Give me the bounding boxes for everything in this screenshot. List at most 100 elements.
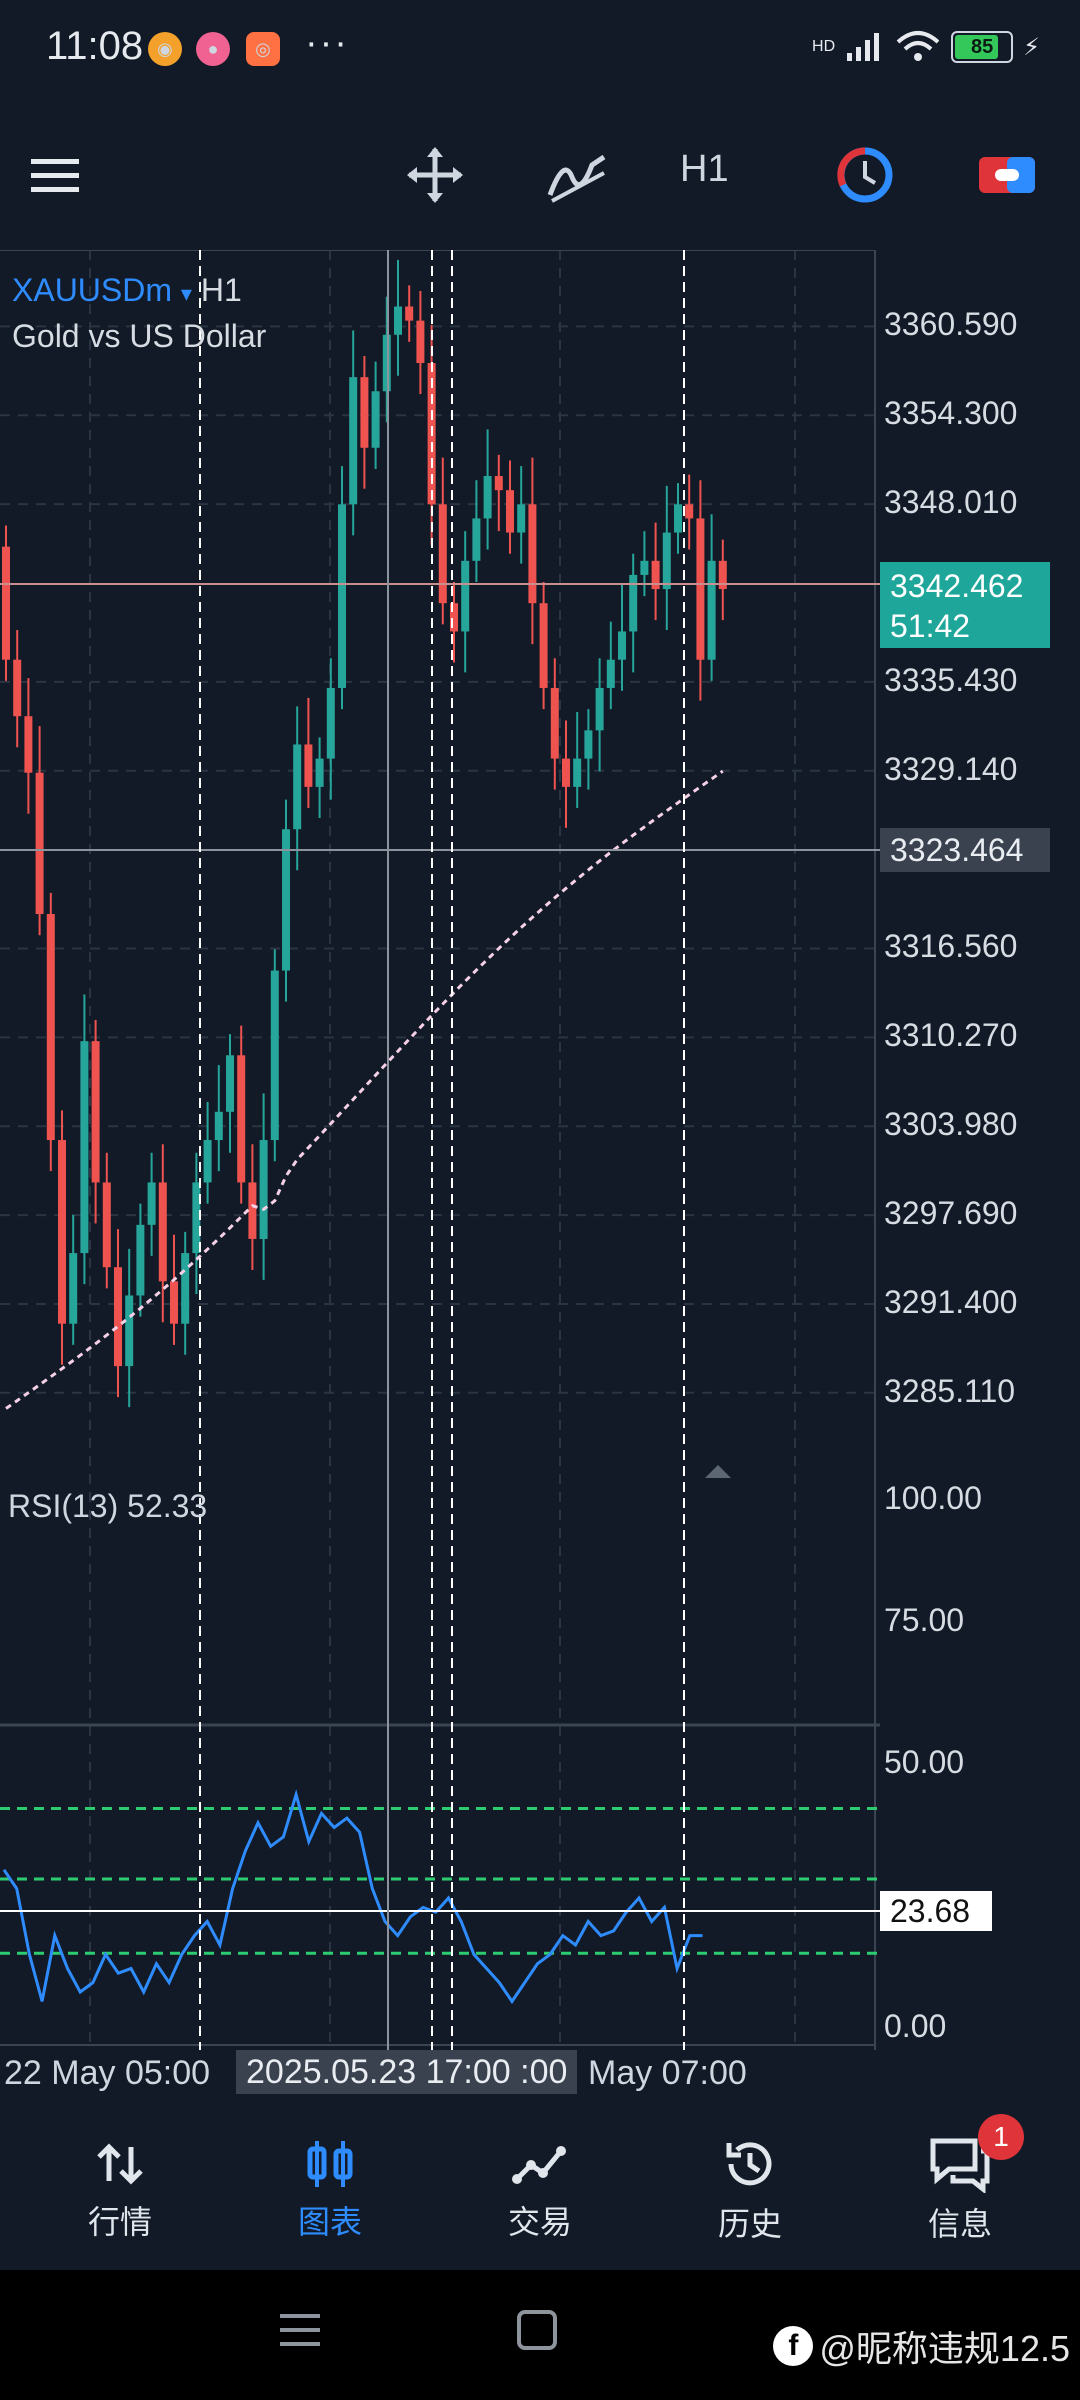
nav-quotes[interactable]: 行情 — [12, 2110, 228, 2270]
current-price-badge: 3342.462 51:42 — [880, 562, 1050, 648]
trade-toggle-button[interactable] — [972, 140, 1042, 210]
candle-body — [69, 1253, 78, 1324]
clock-icon — [837, 147, 893, 203]
symbol-timeframe: H1 — [200, 272, 242, 308]
candle-body — [718, 560, 727, 590]
candle-body — [237, 1055, 246, 1183]
facebook-logo-icon: f — [773, 2326, 814, 2366]
candle-body — [147, 1182, 156, 1225]
system-nav-bar — [0, 2270, 1080, 2400]
candle-body — [674, 504, 682, 533]
rsi-levels — [0, 1807, 880, 1955]
candlesticks — [2, 259, 727, 1408]
candle-body — [696, 518, 705, 660]
candle-body — [450, 603, 458, 632]
candle-body — [315, 758, 324, 787]
menu-button[interactable] — [20, 140, 90, 210]
candle-body — [136, 1224, 145, 1296]
history-icon — [726, 2142, 772, 2186]
menu-icon — [31, 159, 79, 192]
status-right: HD 85 ⚡ — [812, 30, 1040, 64]
clock-button[interactable] — [830, 140, 900, 210]
rsi-level-label: 75.00 — [884, 1602, 965, 1638]
current-price: 3342.462 — [890, 568, 1024, 604]
trade-icon — [512, 2146, 566, 2184]
candle-body — [35, 772, 44, 915]
rsi-level-label: 0.00 — [884, 2008, 947, 2044]
price-chart[interactable] — [0, 250, 880, 2050]
price-label: 3354.300 — [884, 395, 1018, 432]
rsi-title: RSI(13) 52.33 — [8, 1488, 208, 1524]
status-more-icon: ··· — [305, 22, 349, 64]
price-axis: 3360.590 3354.300 3348.010 3335.430 3329.140… — [880, 250, 1080, 2050]
price-label: 3348.010 — [884, 484, 1018, 521]
network-type: HD — [812, 38, 836, 55]
candle-body — [158, 1182, 167, 1282]
rsi-crosshair-badge: 23.68 — [880, 1891, 992, 1931]
messages-badge: 1 — [978, 2114, 1024, 2160]
price-label: 3291.400 — [884, 1283, 1018, 1320]
candle-body — [282, 829, 290, 971]
candle-body — [685, 504, 694, 519]
candle-body — [80, 1041, 89, 1254]
nav-chart[interactable]: 图表 — [222, 2110, 438, 2270]
candle-body — [606, 659, 615, 688]
candle-body — [528, 504, 537, 604]
candle-body — [595, 687, 604, 731]
candle-body — [270, 970, 279, 1141]
battery-fill — [955, 35, 998, 59]
weibo-icon: ◉ — [148, 32, 182, 66]
crosshair-button[interactable] — [400, 140, 470, 210]
battery-icon: 85 — [951, 31, 1014, 63]
crosshair-price-badge: 3323.464 — [880, 828, 1050, 872]
nav-chart-label: 图表 — [297, 2204, 362, 2240]
candle-body — [707, 560, 716, 660]
nav-history-label: 历史 — [717, 2206, 782, 2242]
candle-body — [181, 1253, 190, 1324]
price-label: 3316.560 — [884, 928, 1018, 965]
chart-icon — [307, 2141, 353, 2187]
candle-body — [326, 687, 335, 759]
bottom-nav: 行情 图表 交易 历史 信息 1 — [0, 2110, 1080, 2270]
signal-icon — [847, 33, 880, 61]
watermark: f @昵称违规12.5 — [773, 2320, 1070, 2372]
candle-body — [304, 744, 313, 787]
candle-body — [651, 560, 660, 590]
quotes-icon — [97, 2143, 143, 2185]
candle-body — [248, 1182, 257, 1239]
candle-body — [472, 518, 481, 561]
collapse-panel-icon[interactable] — [705, 1465, 731, 1478]
candle-body — [584, 730, 593, 759]
candle-body — [125, 1295, 134, 1367]
symbol-code: XAUUSDm — [12, 272, 173, 308]
symbol-dropdown-icon: ▾ — [180, 281, 192, 306]
messages-icon — [930, 2138, 990, 2193]
candle-body — [506, 490, 514, 533]
candle-body — [483, 476, 492, 519]
candle-body — [438, 504, 447, 604]
candle-body — [416, 320, 425, 364]
watermark-text: @昵称违规12.5 — [819, 2328, 1070, 2369]
nav-messages-label: 信息 — [927, 2206, 992, 2242]
symbol-header[interactable]: XAUUSDm ▾ H1 — [12, 272, 242, 309]
candle-body — [517, 504, 526, 533]
candle-body — [114, 1267, 122, 1367]
recents-icon[interactable] — [278, 2310, 322, 2350]
nav-messages[interactable]: 信息 1 — [852, 2110, 1068, 2270]
candle-body — [640, 560, 649, 575]
status-time: 11:08 — [46, 24, 144, 68]
candle-body — [539, 603, 548, 688]
timeframe-button[interactable]: H1 — [680, 148, 729, 190]
rsi-line — [2, 1789, 703, 2005]
candle-body — [461, 560, 470, 632]
indicators-button[interactable] — [542, 140, 612, 210]
price-label: 3360.590 — [884, 306, 1018, 343]
rsi-level-label: 100.00 — [884, 1480, 982, 1516]
nav-quotes-label: 行情 — [87, 2204, 152, 2240]
nav-trade[interactable]: 交易 — [432, 2110, 648, 2270]
home-icon[interactable] — [515, 2308, 559, 2352]
nav-history[interactable]: 历史 — [642, 2110, 858, 2270]
symbol-description: Gold vs US Dollar — [12, 318, 267, 354]
app-notification-icon-2: ◎ — [246, 32, 280, 66]
candle-body — [371, 391, 380, 448]
